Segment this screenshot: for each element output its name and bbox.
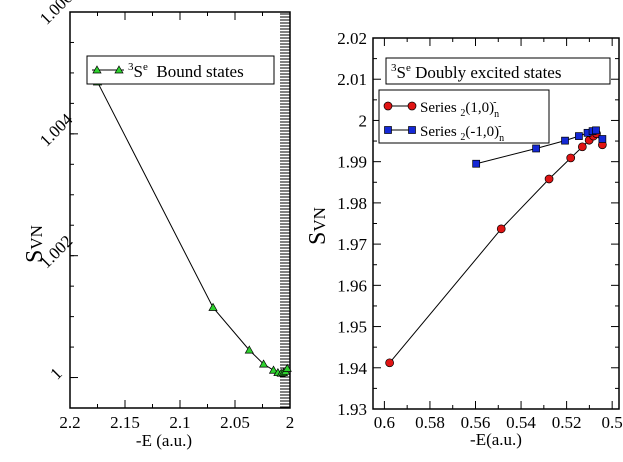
left-legend-label: 3Se Bound states	[128, 61, 244, 81]
left-data-point	[282, 363, 292, 372]
right-data-point-series2	[472, 159, 481, 168]
right-y-axis: 1.93 1.94 1.95 1.96 1.97 1.98 1.99 2 2.01 2.02	[337, 29, 619, 419]
left-data-point	[208, 302, 218, 311]
left-data-point	[258, 359, 269, 368]
right-legend-box	[378, 89, 550, 144]
right-data-point-series2	[532, 144, 540, 153]
right-legend-circle-marker	[383, 101, 393, 111]
left-x-axis: 2.2 2.15 2.1 2.05 2	[59, 12, 294, 432]
right-x-tick-label: 0.52	[552, 413, 582, 432]
right-data-point-series2	[561, 136, 569, 145]
right-x-axis: 0.6 0.58 0.56 0.54 0.52 0.5	[374, 38, 623, 432]
right-y-tick-label: 1.96	[337, 276, 367, 295]
right-x-tick-label: 0.6	[374, 413, 395, 432]
left-legend: 3Se Bound states	[86, 55, 275, 85]
right-data-point-series2	[592, 126, 600, 135]
right-x-tick-label: 0.58	[415, 413, 445, 432]
right-title-box-frame	[385, 57, 611, 85]
right-y-axis-label: SVN	[305, 207, 331, 245]
left-x-tick-label: 2	[286, 413, 295, 432]
right-x-tick-label: 0.5	[602, 413, 623, 432]
right-data-point-series1	[496, 224, 506, 234]
right-legend-label-series1: Series 2(1,0)n-	[420, 97, 499, 120]
left-series-markers	[92, 77, 292, 377]
left-y-tick-label: 1	[46, 364, 65, 383]
right-y-tick-label: 1.97	[337, 235, 367, 254]
left-x-tick-label: 2.15	[110, 413, 140, 432]
right-legend-square-marker	[384, 126, 392, 134]
right-y-tick-label: 1.95	[337, 318, 367, 337]
left-x-tick-label: 2.2	[59, 413, 80, 432]
right-y-tick-label: 2	[359, 111, 368, 130]
left-right-edge-ticks	[280, 13, 290, 408]
right-data-point-series2	[575, 132, 583, 140]
right-legend-circle-marker	[407, 101, 417, 111]
right-y-tick-label: 2.02	[337, 29, 367, 48]
right-title-box: 3Se Doubly excited states	[385, 57, 611, 85]
right-data-point-series1	[577, 142, 587, 152]
right-y-tick-label: 1.98	[337, 194, 367, 213]
left-legend-triangle-marker	[92, 65, 102, 74]
right-x-axis-label: -E(a.u.)	[470, 430, 522, 449]
left-legend-triangle-marker	[114, 65, 124, 74]
left-data-point	[268, 365, 279, 374]
left-data-point	[244, 345, 254, 354]
left-legend-box	[86, 55, 275, 85]
right-y-tick-label: 1.93	[337, 400, 367, 419]
right-title-text: 3Se Doubly excited states	[391, 62, 561, 82]
right-data-point-series1	[385, 358, 394, 368]
right-y-tick-label: 1.94	[337, 359, 367, 378]
left-x-tick-label: 2.1	[169, 413, 190, 432]
right-legend: Series 2(1,0)n- Series 2(-1,0)n-	[378, 89, 550, 144]
right-y-tick-label: 2.01	[337, 70, 367, 89]
right-y-tick-label: 1.99	[337, 153, 367, 172]
left-x-tick-label: 2.05	[220, 413, 250, 432]
right-x-tick-label: 0.56	[461, 413, 491, 432]
right-series-markers	[385, 126, 607, 368]
right-legend-square-marker	[408, 126, 416, 134]
right-x-tick-label: 0.54	[506, 413, 536, 432]
right-data-point-series2	[598, 135, 607, 143]
right-data-point-series1	[566, 153, 576, 163]
right-panel: 0.6 0.58 0.56 0.54 0.52 0.5 1.931.941.951.961…	[305, 29, 623, 449]
right-data-point-series1	[544, 174, 554, 184]
right-legend-label-series2: Series 2(-1,0)n-	[420, 121, 504, 144]
left-x-axis-label: -E (a.u.)	[136, 431, 192, 450]
left-y-axis-label: SVN	[22, 225, 48, 263]
